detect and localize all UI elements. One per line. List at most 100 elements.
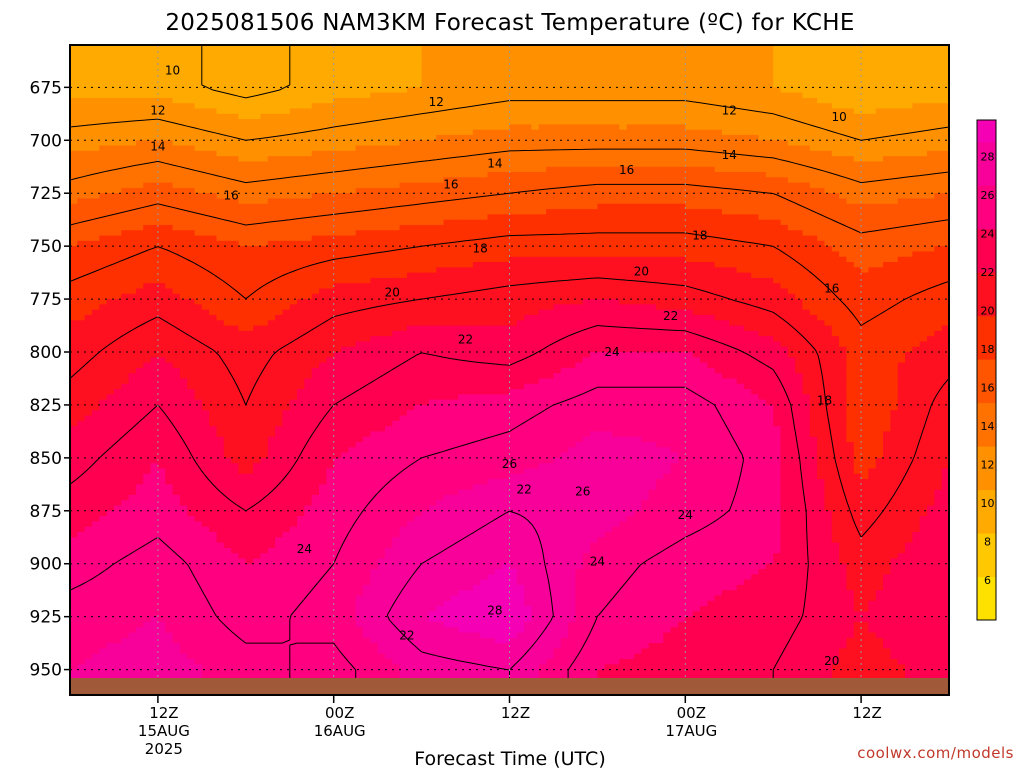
heat-cell xyxy=(253,283,262,290)
heat-cell xyxy=(187,611,196,618)
heat-cell xyxy=(150,569,159,575)
heat-cell xyxy=(121,394,130,401)
heat-cell xyxy=(84,526,93,533)
heat-cell xyxy=(319,584,327,591)
heat-cell xyxy=(216,161,225,168)
heat-cell xyxy=(113,256,122,263)
heat-cell xyxy=(99,441,108,448)
heat-cell xyxy=(267,82,276,88)
heat-cell xyxy=(143,553,152,560)
heat-cell xyxy=(304,55,313,62)
heat-cell xyxy=(267,124,276,131)
heat-cell xyxy=(91,526,100,533)
heat-cell xyxy=(319,219,327,226)
heat-cell xyxy=(275,542,284,549)
heat-cell xyxy=(179,489,188,496)
heat-cell xyxy=(260,558,269,565)
heat-cell xyxy=(216,420,225,427)
heat-cell xyxy=(143,606,152,612)
heat-cell xyxy=(311,203,320,210)
heat-cell xyxy=(201,463,210,470)
heat-cell xyxy=(231,373,240,380)
heat-cell xyxy=(355,653,364,660)
heat-cell xyxy=(223,76,232,83)
heat-cell xyxy=(216,336,225,343)
heat-cell xyxy=(150,341,159,348)
heat-cell xyxy=(297,553,305,560)
heat-cell xyxy=(157,288,166,295)
heat-cell xyxy=(70,246,78,253)
heat-cell xyxy=(179,55,188,62)
heat-cell xyxy=(289,235,298,242)
heat-cell xyxy=(319,66,327,73)
heat-cell xyxy=(260,97,269,104)
heat-cell xyxy=(311,674,320,681)
heat-cell xyxy=(319,277,327,284)
heat-cell xyxy=(106,219,115,226)
heat-cell xyxy=(172,235,181,242)
heat-cell xyxy=(70,531,78,538)
heat-cell xyxy=(121,325,130,332)
heat-cell xyxy=(121,669,130,676)
heat-cell xyxy=(172,484,181,491)
heat-cell xyxy=(223,309,232,316)
heat-cell xyxy=(209,320,218,327)
heat-cell xyxy=(267,140,276,147)
heat-cell xyxy=(70,621,78,628)
heat-cell xyxy=(304,621,313,628)
heat-cell xyxy=(275,389,284,395)
heat-cell xyxy=(172,457,181,464)
heat-cell xyxy=(99,156,108,163)
heat-cell xyxy=(304,563,313,570)
heat-cell xyxy=(165,55,174,62)
heat-cell xyxy=(157,113,166,120)
heat-cell xyxy=(253,251,262,258)
heat-cell xyxy=(121,92,130,99)
heat-cell xyxy=(150,362,159,369)
heat-cell xyxy=(165,373,174,380)
heat-cell xyxy=(223,674,232,681)
heat-cell xyxy=(70,262,78,268)
heat-cell xyxy=(326,473,335,480)
heat-cell xyxy=(70,55,78,62)
heat-cell xyxy=(84,336,93,343)
heat-cell xyxy=(84,452,93,459)
heat-cell xyxy=(267,113,276,120)
heat-cell xyxy=(84,563,93,570)
heat-cell xyxy=(348,547,357,554)
heat-cell xyxy=(275,404,284,411)
heat-cell xyxy=(179,600,188,607)
heat-cell xyxy=(289,547,298,554)
heat-cell xyxy=(209,246,218,253)
heat-cell xyxy=(341,288,349,295)
heat-cell xyxy=(363,103,371,110)
heat-cell xyxy=(231,426,240,432)
heat-cell xyxy=(267,674,276,681)
heat-cell xyxy=(348,415,357,422)
heat-cell xyxy=(333,373,342,380)
heat-cell xyxy=(319,288,327,295)
heat-cell xyxy=(143,246,152,253)
heat-cell xyxy=(348,674,357,681)
heat-cell xyxy=(319,595,327,602)
heat-cell xyxy=(363,177,371,184)
heat-cell xyxy=(70,134,78,141)
heat-cell xyxy=(333,246,342,253)
heat-cell xyxy=(187,71,196,78)
heat-cell xyxy=(179,346,188,353)
heat-cell xyxy=(348,420,357,427)
heat-cell xyxy=(172,209,181,215)
heat-cell xyxy=(260,156,269,163)
heat-cell xyxy=(223,479,232,485)
heat-cell xyxy=(311,542,320,549)
heat-cell xyxy=(260,621,269,628)
heat-cell xyxy=(172,283,181,290)
heat-cell xyxy=(253,590,262,597)
heat-cell xyxy=(231,473,240,480)
heat-cell xyxy=(333,187,342,194)
heat-cell xyxy=(245,362,254,369)
heat-cell xyxy=(113,277,122,284)
heat-cell xyxy=(172,436,181,443)
heat-cell xyxy=(304,404,313,411)
heat-cell xyxy=(304,272,313,279)
